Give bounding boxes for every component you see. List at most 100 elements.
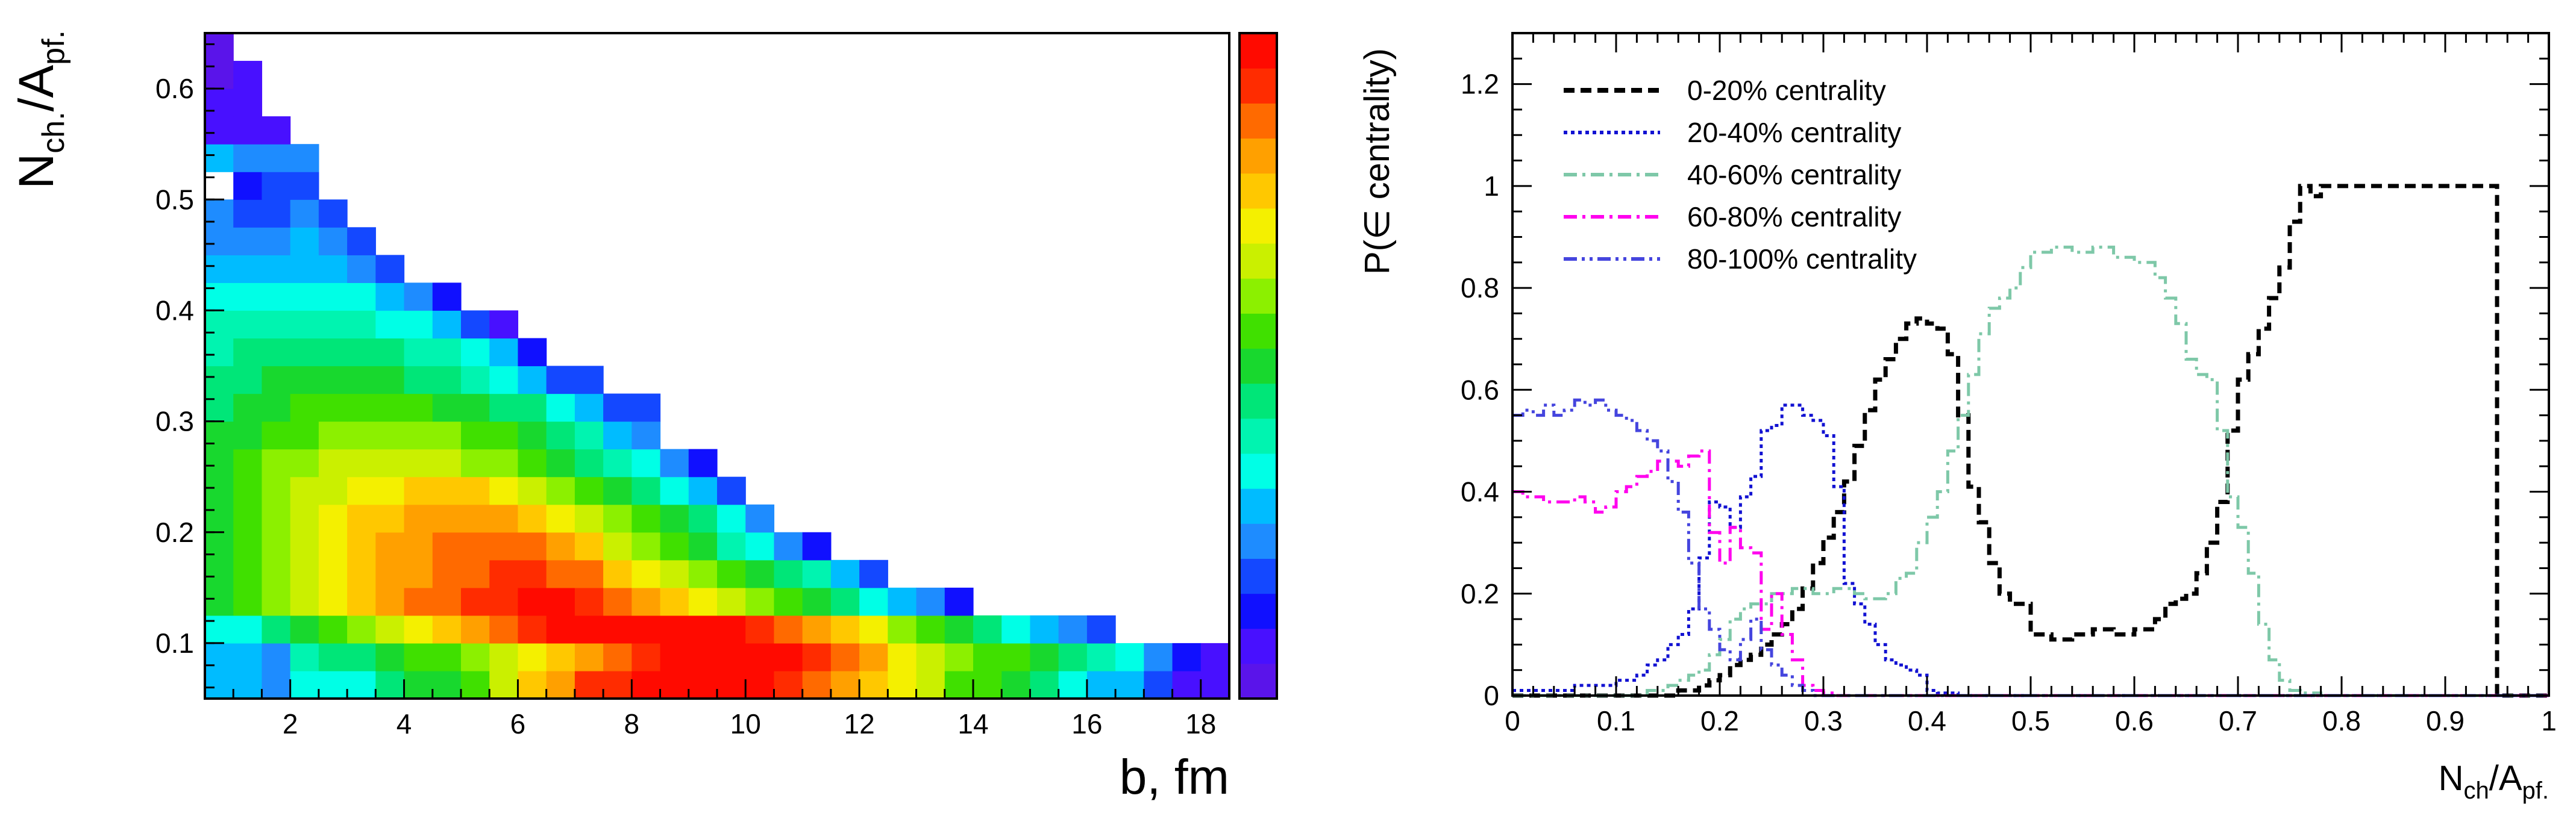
palette-swatch — [1239, 383, 1277, 419]
heatmap-cell — [802, 670, 832, 699]
heatmap-cell — [347, 615, 376, 644]
heatmap-cell — [973, 615, 1002, 644]
heatmap-cell — [205, 282, 234, 311]
heatmap-cell — [290, 670, 319, 699]
heatmap-cell — [802, 559, 832, 588]
heatmap-cell — [745, 504, 775, 533]
series-line — [1512, 184, 2549, 698]
centrality-y-tick-label: 1 — [1484, 170, 1499, 202]
heatmap-cell — [603, 587, 632, 616]
heatmap-cell — [347, 338, 376, 367]
heatmap-cell — [660, 587, 689, 616]
heatmap-cell — [205, 615, 234, 644]
heatmap-cell — [461, 615, 490, 644]
palette-swatch — [1239, 278, 1277, 314]
legend-label: 0-20% centrality — [1687, 75, 1886, 106]
heatmap-cell — [432, 587, 462, 616]
heatmap-cell — [888, 643, 917, 671]
heatmap-cell — [518, 587, 547, 616]
heatmap-cell — [233, 338, 263, 367]
heatmap-cell — [205, 199, 234, 228]
heatmap-cell — [262, 559, 291, 588]
heatmap-cell — [688, 559, 718, 588]
heatmap-cell — [888, 615, 917, 644]
heatmap-cell — [262, 116, 291, 145]
heatmap-cell — [347, 670, 376, 699]
heatmap-x-tick-label: 10 — [730, 708, 761, 740]
heatmap-cell — [859, 670, 888, 699]
heatmap-cell — [318, 504, 348, 533]
heatmap-cell — [1172, 670, 1202, 699]
heatmap-cell — [603, 504, 632, 533]
centrality-x-tick-label: 1 — [2541, 705, 2557, 737]
heatmap-cell — [745, 670, 775, 699]
series-line — [1512, 245, 2549, 697]
x-title-mid: /A — [2489, 759, 2522, 798]
heatmap-cell — [830, 670, 860, 699]
y-title-mid: /A — [9, 65, 64, 112]
heatmap-cell — [546, 615, 575, 644]
centrality-axis-ticks: 0 0.1 0.2 0.3 0.4 0.5 0.6 0.7 0.8 0.9 1 0 0.2 0.4 0.6 0… — [1461, 33, 2557, 737]
heatmap-cell — [802, 615, 832, 644]
legend-label: 60-80% centrality — [1687, 201, 1901, 232]
heatmap-cell — [802, 587, 832, 616]
heatmap-cell — [375, 421, 405, 450]
heatmap-panel: 2 4 6 8 10 12 14 16 18 0.1 0.2 0.3 0.4 0.5 0.6 b, fm N… — [9, 30, 1278, 805]
heatmap-cell — [318, 643, 348, 671]
heatmap-cell — [233, 310, 263, 339]
heatmap-cell — [205, 476, 234, 505]
heatmap-cell — [489, 643, 519, 671]
heatmap-cell — [432, 615, 462, 644]
heatmap-cell — [518, 643, 547, 671]
centrality-frame — [1511, 32, 2550, 697]
heatmap-cell — [205, 227, 234, 255]
legend-label: 20-40% centrality — [1687, 117, 1901, 148]
heatmap-cell — [574, 643, 604, 671]
palette-swatch — [1239, 488, 1277, 524]
heatmap-cell — [574, 421, 604, 450]
palette-swatch — [1239, 313, 1277, 349]
heatmap-cell — [603, 670, 632, 699]
heatmap-cell — [518, 449, 547, 478]
heatmap-cell — [574, 532, 604, 561]
heatmap-cell — [745, 615, 775, 644]
heatmap-cell — [631, 643, 661, 671]
heatmap-cell — [574, 449, 604, 478]
heatmap-cell — [546, 476, 575, 505]
heatmap-cell — [631, 532, 661, 561]
centrality-y-tick-label: 0 — [1484, 680, 1499, 711]
heatmap-cell — [603, 559, 632, 588]
heatmap-cell — [233, 587, 263, 616]
heatmap-cell — [888, 587, 917, 616]
heatmap-axis-ticks: 2 4 6 8 10 12 14 16 18 0.1 0.2 0.3 0.4 0.5 0.6 — [155, 43, 1216, 740]
heatmap-cell — [262, 643, 291, 671]
heatmap-cell — [1030, 670, 1059, 699]
x-title-N: N — [2439, 759, 2464, 798]
heatmap-cell — [774, 587, 803, 616]
heatmap-cell — [290, 643, 319, 671]
heatmap-cell — [205, 421, 234, 450]
heatmap-cell — [262, 587, 291, 616]
heatmap-cell — [432, 338, 462, 367]
heatmap-cell — [290, 144, 319, 172]
heatmap-cell — [489, 532, 519, 561]
heatmap-cell — [603, 393, 632, 422]
heatmap-cell — [916, 643, 945, 671]
heatmap-cell — [745, 643, 775, 671]
heatmap-cell — [660, 504, 689, 533]
heatmap-cell — [347, 421, 376, 450]
heatmap-cell — [1200, 643, 1230, 671]
heatmap-cell — [830, 587, 860, 616]
heatmap-cell — [290, 199, 319, 228]
centrality-x-tick-label: 0.9 — [2426, 705, 2465, 737]
heatmap-cells — [205, 33, 1230, 699]
heatmap-cell — [1030, 615, 1059, 644]
heatmap-cell — [489, 670, 519, 699]
heatmap-cell — [375, 532, 405, 561]
heatmap-cell — [205, 33, 234, 61]
heatmap-cell — [205, 670, 234, 699]
heatmap-cell — [944, 643, 974, 671]
heatmap-cell — [290, 310, 319, 339]
heatmap-cell — [518, 338, 547, 367]
